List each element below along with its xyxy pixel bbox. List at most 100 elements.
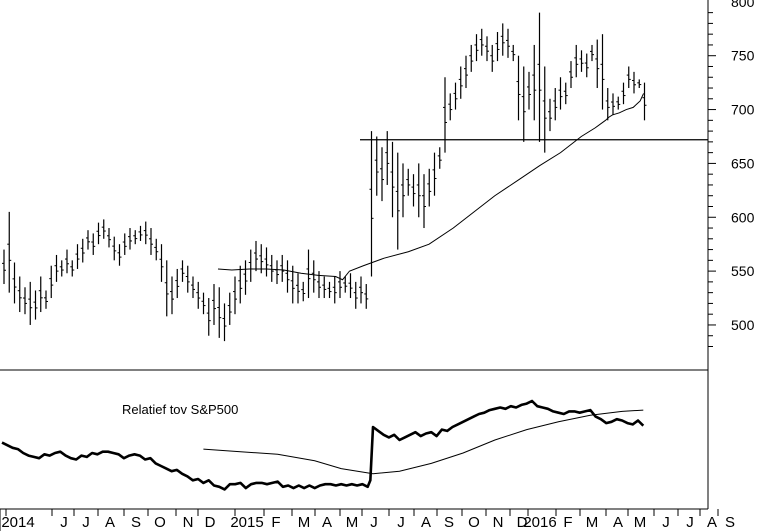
price-bar <box>500 23 505 56</box>
price-bar <box>227 292 232 325</box>
price-bar <box>490 44 495 72</box>
price-bar <box>495 32 500 62</box>
month-label: J <box>686 514 694 531</box>
price-bar <box>243 260 248 295</box>
price-bar <box>600 34 605 110</box>
price-bar <box>264 247 269 277</box>
price-bar <box>574 44 579 78</box>
price-bar <box>285 260 290 293</box>
price-bar <box>191 276 195 299</box>
price-bar <box>154 238 159 261</box>
month-label: S <box>725 514 735 531</box>
price-bar <box>122 233 127 255</box>
price-bar <box>427 168 432 207</box>
relative-strength-panel <box>1 399 645 491</box>
relative-strength-line <box>1 399 645 491</box>
price-bar <box>238 265 243 304</box>
price-bar <box>385 131 390 185</box>
price-bar <box>569 61 573 89</box>
price-bar <box>590 44 594 62</box>
price-bar <box>579 50 584 72</box>
price-bar <box>511 44 516 62</box>
price-bar <box>626 66 631 89</box>
price-bar <box>479 28 484 56</box>
price-bar <box>217 287 222 338</box>
price-bar <box>364 284 369 309</box>
price-bar <box>532 44 537 121</box>
month-label: A <box>613 514 623 531</box>
price-bar <box>75 244 80 269</box>
price-bar <box>374 136 379 196</box>
price-bar <box>605 88 610 121</box>
price-axis: 500 550 600 650 700 750 800 <box>707 0 755 509</box>
month-label: D <box>205 514 216 531</box>
price-bar <box>537 12 542 142</box>
month-label: N <box>183 514 194 531</box>
price-bar <box>432 152 437 196</box>
price-bar <box>28 281 33 325</box>
month-label: A <box>421 514 431 531</box>
month-label: M <box>586 514 599 531</box>
price-bar <box>301 281 306 302</box>
price-bar <box>474 34 479 62</box>
price-tick-label: 500 <box>731 317 755 333</box>
price-bar <box>516 55 521 121</box>
price-bar <box>406 168 411 196</box>
price-bar <box>521 66 526 142</box>
month-label: M <box>634 514 647 531</box>
month-label: 2016 <box>523 514 556 531</box>
price-bar <box>44 290 48 309</box>
price-bar <box>201 292 206 315</box>
month-label: F <box>563 514 572 531</box>
price-bar <box>443 77 447 153</box>
month-label: 2014 <box>1 514 34 531</box>
moving-average-line <box>217 93 645 281</box>
relative-strength-average <box>203 409 644 475</box>
price-bar <box>23 287 27 315</box>
price-bar <box>485 36 489 62</box>
price-bar <box>128 228 132 250</box>
month-label: J <box>60 514 68 531</box>
price-bar <box>448 93 453 121</box>
price-bar <box>96 222 101 245</box>
price-bar <box>280 254 285 282</box>
price-bar <box>338 271 342 299</box>
price-bar <box>54 254 59 282</box>
price-bar <box>259 244 264 274</box>
price-bar <box>637 79 642 89</box>
price-bar <box>164 260 169 317</box>
price-bar <box>185 265 190 293</box>
price-bar <box>175 268 180 299</box>
price-bar <box>527 71 531 110</box>
price-bar <box>296 273 300 304</box>
price-bar <box>359 276 363 304</box>
price-bar <box>395 152 400 250</box>
price-bar <box>65 249 69 274</box>
price-bar <box>469 44 474 72</box>
price-bar <box>369 131 374 277</box>
price-bar <box>390 141 395 218</box>
price-bar <box>595 39 600 89</box>
price-bar <box>180 260 185 282</box>
price-bar <box>642 82 647 121</box>
price-bar <box>196 281 201 309</box>
price-bar <box>17 276 22 313</box>
month-label: A <box>105 514 115 531</box>
price-bar <box>322 276 327 299</box>
price-bar <box>458 66 463 99</box>
price-bar <box>632 71 636 94</box>
price-bar <box>616 96 621 110</box>
price-tick-label: 750 <box>731 48 755 64</box>
price-bar <box>117 244 122 266</box>
price-bar <box>548 98 552 132</box>
month-label: J <box>82 514 90 531</box>
price-bar <box>49 265 54 299</box>
price-bar <box>12 262 17 304</box>
price-bar <box>380 147 384 202</box>
price-bar <box>621 82 626 105</box>
price-bar <box>101 219 106 239</box>
price-bar <box>170 276 174 315</box>
price-bar <box>86 230 90 250</box>
